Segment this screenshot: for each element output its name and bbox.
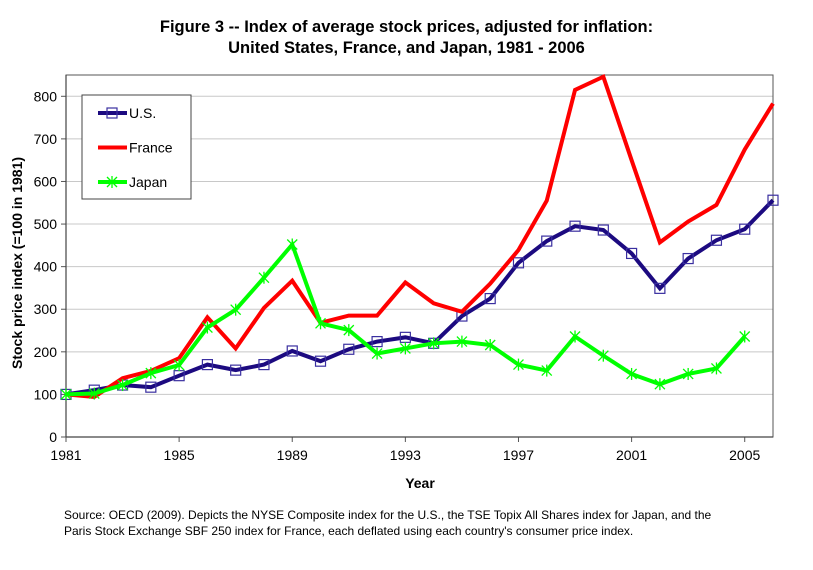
data-point (399, 342, 411, 355)
y-axis-label: Stock price index (=100 in 1981) (9, 157, 25, 369)
axes: 0 100 200 300 400 500 600 700 800 1981 1985 1989 199… (34, 75, 773, 463)
data-point (343, 343, 355, 355)
data-point (286, 238, 298, 251)
x-tick-label: 1997 (503, 447, 534, 463)
data-point (597, 224, 609, 236)
data-point (484, 339, 496, 352)
x-tick-label: 1985 (164, 447, 195, 463)
data-point (512, 257, 525, 269)
y-tick-label: 100 (34, 386, 58, 402)
data-point (682, 252, 694, 265)
chart-title-block: Figure 3 -- Index of average stock price… (0, 17, 813, 59)
data-point (428, 337, 440, 350)
data-point (201, 321, 213, 334)
data-point (569, 220, 581, 232)
data-point (145, 367, 157, 380)
legend-item: Japan (98, 174, 167, 190)
data-point (541, 364, 553, 377)
data-point (201, 359, 213, 371)
data-point (739, 223, 751, 235)
data-point (371, 347, 383, 360)
series-france (65, 73, 775, 400)
data-point (88, 387, 100, 400)
x-axis-label: Year (405, 475, 435, 491)
source-note-line-2: Paris Stock Exchange SBF 250 index for F… (64, 524, 634, 538)
data-point (569, 330, 581, 343)
data-point (626, 367, 638, 380)
source-note: Source: OECD (2009). Depicts the NYSE Co… (64, 507, 764, 539)
data-point (682, 367, 694, 380)
source-note-line-1: Source: OECD (2009). Depicts the NYSE Co… (64, 508, 712, 522)
series-group (60, 73, 779, 401)
x-tick-label: 1989 (277, 447, 308, 463)
x-tick-label: 2005 (729, 447, 760, 463)
data-point (258, 359, 270, 371)
data-point (710, 362, 722, 375)
legend: U.S. France Japan (81, 94, 192, 200)
data-point (230, 303, 242, 316)
y-tick-label: 400 (34, 259, 58, 275)
data-point (230, 364, 242, 376)
legend-label: Japan (129, 174, 167, 190)
data-point (399, 331, 411, 343)
chart-subtitle: United States, France, and Japan, 1981 -… (228, 39, 585, 57)
y-tick-label: 600 (34, 173, 58, 189)
y-tick-label: 200 (34, 344, 58, 360)
data-point (60, 388, 72, 401)
y-tick-label: 700 (34, 131, 58, 147)
series-line (65, 73, 775, 400)
data-point (371, 336, 383, 348)
x-tick-label: 2001 (616, 447, 647, 463)
data-point (767, 194, 779, 206)
y-tick-label: 0 (49, 429, 57, 445)
line-chart: 0 100 200 300 400 500 600 700 800 1981 1985 1989 199… (9, 73, 779, 491)
x-tick-label: 1981 (50, 447, 81, 463)
data-point (597, 349, 609, 362)
data-point (117, 379, 129, 392)
legend-marker (106, 107, 118, 119)
data-point (710, 234, 723, 246)
legend-label: U.S. (129, 105, 156, 121)
data-point (286, 345, 298, 357)
data-point (739, 330, 751, 343)
series-japan (60, 238, 751, 401)
legend-item: France (98, 140, 173, 156)
legend-item: U.S. (98, 105, 156, 121)
legend-marker (106, 176, 118, 188)
y-tick-label: 800 (34, 88, 58, 104)
data-point (541, 235, 553, 247)
data-point (484, 292, 496, 305)
data-point (314, 355, 327, 367)
data-point (654, 378, 666, 391)
data-point (456, 335, 468, 348)
data-point (258, 271, 270, 284)
data-point (343, 324, 355, 337)
legend-label: France (129, 140, 173, 156)
y-tick-label: 500 (34, 216, 58, 232)
data-point (513, 358, 524, 371)
data-point (654, 282, 666, 294)
data-point (145, 381, 157, 393)
data-point (173, 359, 185, 372)
y-tick-label: 300 (34, 301, 58, 317)
chart-title: Figure 3 -- Index of average stock price… (159, 18, 654, 36)
data-point (625, 247, 638, 260)
data-point (315, 317, 326, 330)
x-tick-label: 1993 (390, 447, 421, 463)
